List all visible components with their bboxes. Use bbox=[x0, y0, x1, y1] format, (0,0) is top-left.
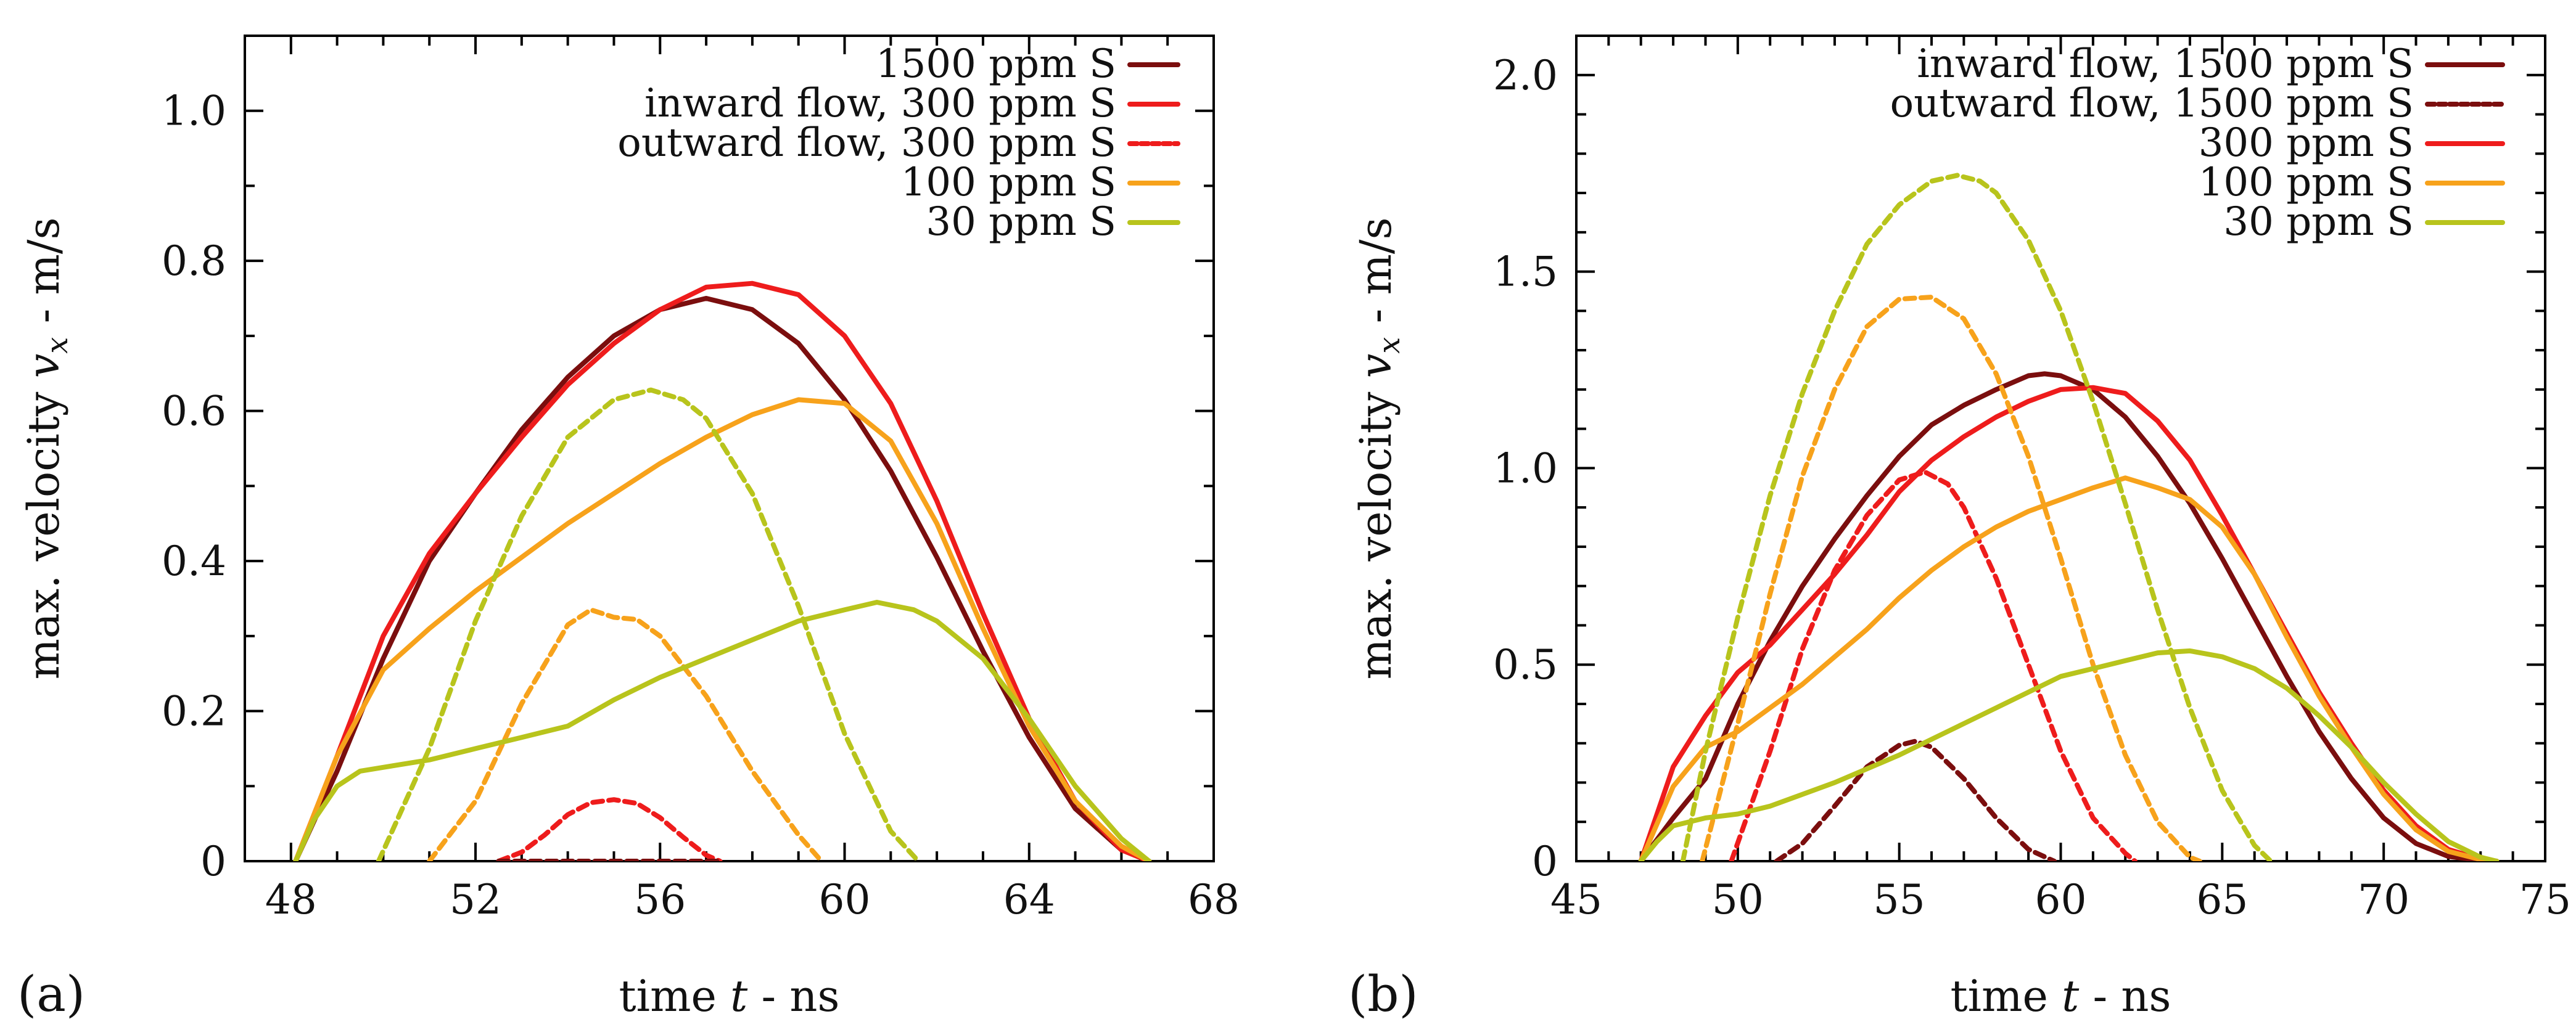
legend-label: 30 ppm S bbox=[2223, 199, 2414, 245]
series-line-100-ppm-s-outward bbox=[1700, 295, 2202, 861]
series-line-inward-flow-1500-ppm-s bbox=[1638, 371, 2500, 861]
x-tick-label: 45 bbox=[1550, 876, 1602, 923]
y-axis-title: max. velocity vx - m/s bbox=[19, 218, 75, 680]
x-tick-label: 50 bbox=[1712, 876, 1764, 923]
y-tick-label: 0.8 bbox=[162, 237, 226, 285]
y-tick-label: 0.4 bbox=[162, 538, 226, 585]
series-line-300-ppm-s-outward bbox=[1729, 469, 2138, 861]
legend-label: 100 ppm S bbox=[901, 160, 1116, 205]
series-line-30-ppm-s-outward bbox=[376, 387, 921, 861]
x-axis-title: time t - ns bbox=[1951, 971, 2171, 1021]
x-axis-title-text: time bbox=[619, 971, 731, 1021]
x-tick-label: 60 bbox=[2035, 876, 2087, 923]
y-tick-label: 2.0 bbox=[1493, 52, 1558, 99]
y-tick-label: 1.0 bbox=[1493, 444, 1558, 492]
x-tick-label: 60 bbox=[819, 876, 871, 923]
legend-label: 100 ppm S bbox=[2199, 160, 2414, 205]
x-tick-label: 68 bbox=[1188, 876, 1240, 923]
x-axis-title-unit: - ns bbox=[747, 971, 839, 1021]
y-axis-title-text: max. velocity bbox=[1351, 378, 1401, 679]
panel-b: 45 50 55 60 65 70 75 0 0.5 1.0 1.5 2.0 inward flow, … bbox=[1348, 35, 2571, 1023]
y-tick-label: 0.5 bbox=[1493, 641, 1558, 689]
series-group bbox=[293, 280, 1152, 861]
plot-frame bbox=[244, 35, 1215, 862]
y-tick-label: 1.5 bbox=[1493, 248, 1558, 296]
series-line-30-ppm-s bbox=[293, 600, 1152, 861]
y-axis-title: max. velocity vx - m/s bbox=[1351, 218, 1407, 680]
y-axis-title-var: v bbox=[19, 354, 69, 378]
series-group bbox=[1638, 173, 2500, 861]
legend-label: inward flow, 300 ppm S bbox=[644, 81, 1116, 126]
y-axis-title-var: v bbox=[1351, 354, 1401, 378]
series-line-30-ppm-s bbox=[1638, 648, 2500, 861]
legend-label: 300 ppm S bbox=[2199, 120, 2414, 166]
y-tick-label: 1.0 bbox=[162, 88, 226, 135]
x-axis-title: time t - ns bbox=[619, 971, 840, 1021]
y-axis-title-unit: - m/s bbox=[1351, 218, 1401, 337]
series-line-1500-ppm-s bbox=[293, 296, 1152, 861]
x-tick-label: 65 bbox=[2196, 876, 2248, 923]
x-axis-title-var: t bbox=[2062, 971, 2080, 1021]
legend-label: 1500 ppm S bbox=[876, 41, 1116, 87]
x-tick-label: 55 bbox=[1874, 876, 1925, 923]
series-line-outward-flow-300-ppm-s bbox=[496, 797, 723, 861]
panel-a: 48 52 56 60 64 68 0 0.2 0.4 0.6 0.8 1.0 1500 ppm Sin… bbox=[17, 35, 1240, 1023]
series-line-100-ppm-s-outward bbox=[427, 607, 825, 861]
x-axis-title-text: time bbox=[1951, 971, 2062, 1021]
y-axis-title-unit: - m/s bbox=[19, 218, 69, 337]
legend-label: outward flow, 300 ppm S bbox=[617, 120, 1116, 166]
x-axis-title-var: t bbox=[730, 971, 748, 1021]
x-tick-label: 56 bbox=[634, 876, 686, 923]
series-line-inward-flow-300-ppm-s bbox=[293, 280, 1152, 861]
legend-label: outward flow, 1500 ppm S bbox=[1890, 81, 2414, 126]
y-tick-label: 0 bbox=[200, 838, 226, 885]
y-tick-label: 0.6 bbox=[162, 388, 226, 435]
x-tick-label: 52 bbox=[450, 876, 501, 923]
y-axis-title-subscript: x bbox=[1372, 337, 1407, 354]
y-tick-label: 0 bbox=[1532, 838, 1558, 885]
x-tick-label: 64 bbox=[1003, 876, 1055, 923]
legend-label: inward flow, 1500 ppm S bbox=[1917, 41, 2414, 87]
series-line-outward-flow-1500-ppm-s bbox=[1774, 738, 2057, 861]
x-tick-label: 48 bbox=[265, 876, 317, 923]
panel-label: (a) bbox=[17, 965, 85, 1023]
panel-label: (b) bbox=[1348, 965, 1418, 1023]
x-tick-label: 75 bbox=[2519, 876, 2571, 923]
y-tick-label: 0.2 bbox=[162, 688, 226, 735]
y-axis-title-subscript: x bbox=[40, 337, 75, 354]
series-line-100-ppm-s bbox=[1638, 475, 2500, 861]
series-line-30-ppm-s-outward bbox=[1680, 173, 2273, 861]
y-axis-title-text: max. velocity bbox=[19, 378, 69, 679]
x-axis-title-unit: - ns bbox=[2079, 971, 2171, 1021]
legend-label: 30 ppm S bbox=[926, 199, 1116, 245]
x-tick-label: 70 bbox=[2358, 876, 2409, 923]
